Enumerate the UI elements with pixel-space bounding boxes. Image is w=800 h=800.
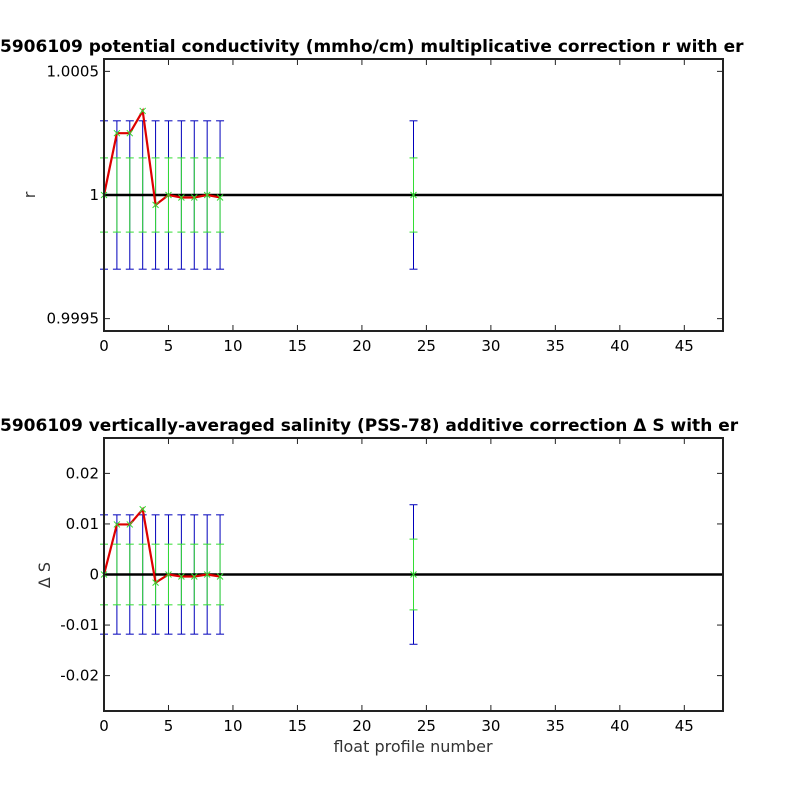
x-tick-label: 20	[352, 717, 371, 735]
data-point	[113, 129, 121, 137]
x-tick-label: 25	[417, 337, 436, 355]
chart-title: 5906109 vertically-averaged salinity (PS…	[0, 416, 739, 436]
conductivity-correction-panel: 5906109 potential conductivity (mmho/cm)…	[0, 37, 744, 355]
data-point	[152, 579, 159, 586]
x-tick-label: 30	[481, 337, 500, 355]
x-tick-label: 40	[610, 337, 629, 355]
chart-title: 5906109 potential conductivity (mmho/cm)…	[0, 37, 744, 57]
x-tick-label: 15	[288, 717, 307, 735]
data-point	[165, 191, 172, 199]
x-tick-label: 20	[352, 337, 371, 355]
y-tick-label: 0.02	[66, 464, 99, 482]
axes-frame	[103, 437, 724, 712]
data-point	[203, 191, 211, 199]
y-tick-label: -0.02	[60, 667, 99, 685]
data-point	[178, 573, 185, 580]
y-tick-label: 1	[89, 186, 99, 204]
x-tick-label: 0	[99, 337, 109, 355]
y-tick-label: 0	[89, 566, 99, 584]
x-tick-label: 10	[223, 337, 242, 355]
data-point	[139, 505, 147, 513]
plot-area: 0 5 10 15 20 25 30 35 40 45 0.9995 1 1.0005	[47, 58, 724, 355]
data-point	[203, 571, 211, 578]
x-tick-label: 45	[675, 337, 694, 355]
x-tick-label: 40	[610, 717, 629, 735]
data-point	[126, 129, 134, 137]
x-tick-label: 30	[481, 717, 500, 735]
x-tick-label: 15	[288, 337, 307, 355]
data-point	[190, 194, 198, 201]
x-tick-label: 25	[417, 717, 436, 735]
data-point	[216, 573, 224, 580]
x-axis-label: float profile number	[333, 737, 493, 756]
y-axis-label: Δ S	[35, 562, 54, 588]
x-tick-label: 0	[99, 717, 109, 735]
data-point	[152, 201, 159, 209]
y-axis-label: r	[20, 191, 39, 198]
x-tick-label: 35	[546, 337, 565, 355]
data-point	[126, 521, 134, 528]
y-tick-label: -0.01	[60, 616, 99, 634]
y-tick-label: 0.01	[66, 515, 99, 533]
correction-line	[102, 506, 221, 585]
x-tick-label: 5	[164, 717, 174, 735]
data-point	[190, 573, 198, 580]
y-tick-label: 0.9995	[47, 310, 100, 328]
data-point	[410, 191, 417, 199]
x-tick-label: 5	[164, 337, 174, 355]
data-point	[113, 521, 121, 528]
data-point	[410, 571, 417, 578]
plot-area: 0 5 10 15 20 25 30 35 40 45 -0.02 -0.01 0 0.01 0.02	[60, 437, 724, 735]
data-point	[216, 194, 224, 201]
y-tick-label: 1.0005	[47, 62, 100, 80]
salinity-correction-panel: 5906109 vertically-averaged salinity (PS…	[0, 416, 739, 756]
data-point	[139, 107, 147, 115]
x-tick-label: 10	[223, 717, 242, 735]
data-point	[165, 571, 172, 578]
data-point	[178, 194, 185, 201]
axes-frame	[103, 58, 724, 332]
x-tick-label: 35	[546, 717, 565, 735]
x-tick-label: 45	[675, 717, 694, 735]
correction-line	[102, 107, 221, 207]
